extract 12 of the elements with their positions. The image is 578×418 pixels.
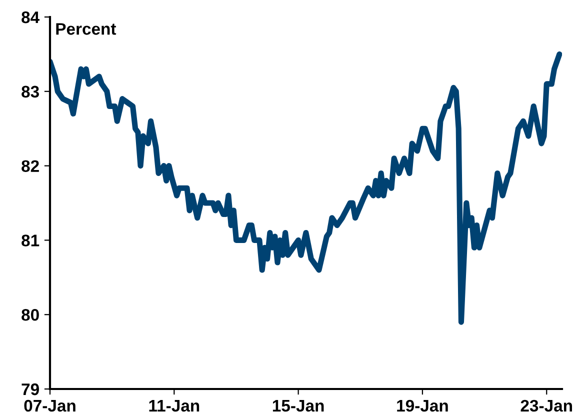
x-tick-label: 23-Jan <box>520 400 572 412</box>
y-tick-label: 84 <box>22 11 40 24</box>
y-tick-label: 83 <box>22 86 39 98</box>
x-tick-label: 11-Jan <box>149 400 200 412</box>
x-tick-label: 19-Jan <box>397 400 448 412</box>
y-axis-title: Percent <box>56 23 116 35</box>
x-tick-label: 07-Jan <box>24 400 76 412</box>
y-tick-label: 81 <box>22 234 40 246</box>
x-tick-label: 15-Jan <box>272 400 324 412</box>
y-tick-label: 80 <box>22 309 39 321</box>
y-tick-label: 82 <box>22 160 39 172</box>
y-tick-label: 79 <box>22 383 39 396</box>
